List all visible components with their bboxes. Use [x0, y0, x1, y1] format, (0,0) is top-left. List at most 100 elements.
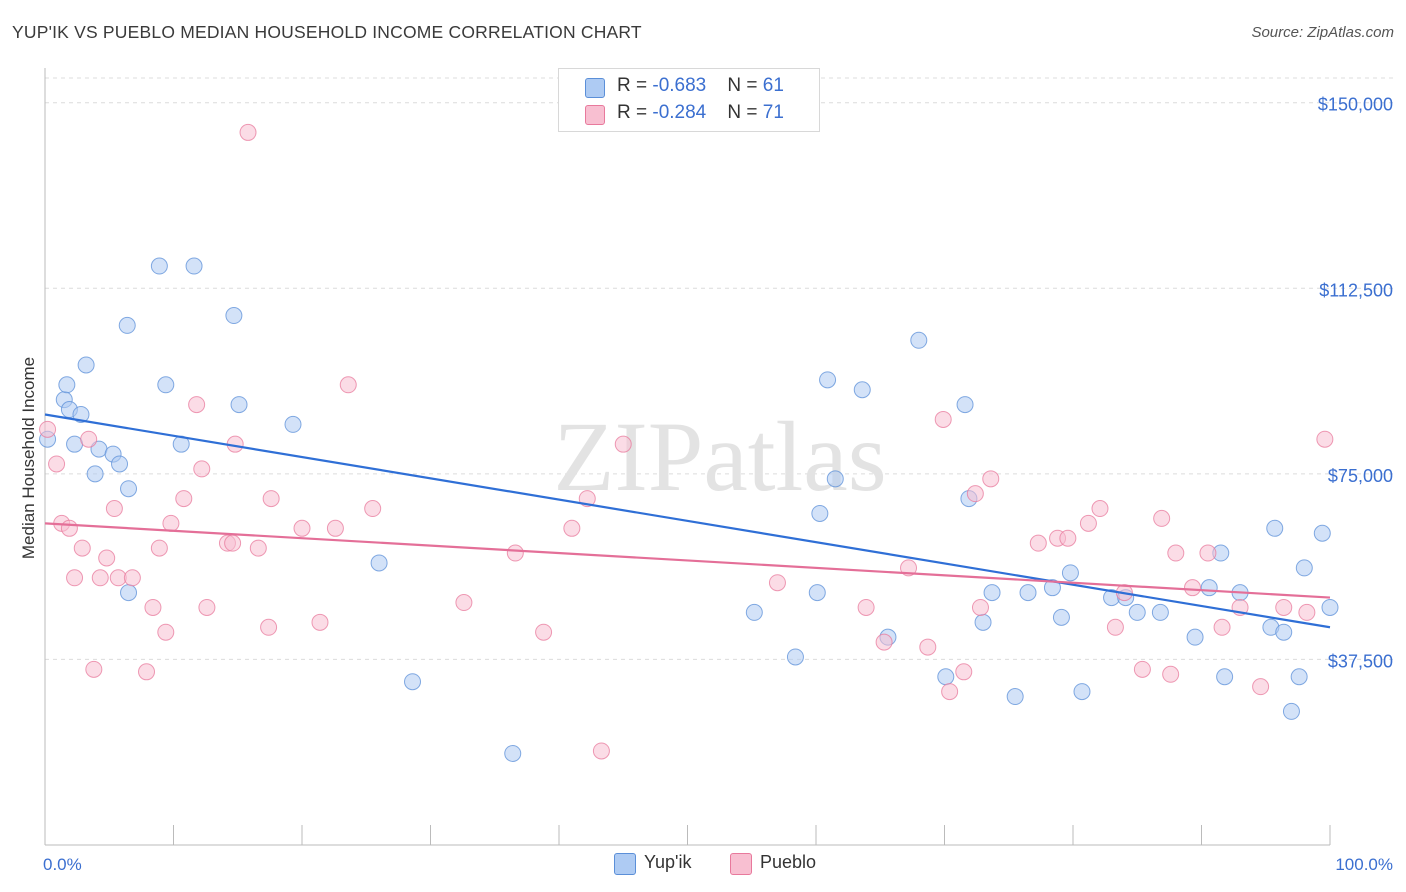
data-point-pueblo — [563, 519, 581, 537]
x-tick-label: 0.0% — [43, 855, 82, 874]
data-point-yupik — [72, 405, 90, 423]
data-point-yupik — [504, 744, 522, 762]
data-point-yupik — [853, 381, 871, 399]
data-point-pueblo — [1106, 618, 1124, 636]
n-label: N = — [727, 102, 763, 123]
data-point-yupik — [811, 504, 829, 522]
legend-swatch-pueblo — [730, 853, 752, 875]
data-point-yupik — [77, 356, 95, 374]
data-point-yupik — [1295, 559, 1313, 577]
data-point-pueblo — [175, 490, 193, 508]
data-point-pueblo — [138, 663, 156, 681]
data-point-pueblo — [592, 742, 610, 760]
data-point-pueblo — [1153, 509, 1171, 527]
data-point-pueblo — [193, 460, 211, 478]
data-point-pueblo — [955, 663, 973, 681]
data-point-yupik — [1282, 702, 1300, 720]
data-point-pueblo — [98, 549, 116, 567]
data-point-pueblo — [919, 638, 937, 656]
data-point-yupik — [1313, 524, 1331, 542]
data-point-yupik — [808, 584, 826, 602]
data-point-yupik — [1275, 623, 1293, 641]
trend-line-yupik — [44, 413, 1331, 629]
data-point-yupik — [974, 613, 992, 631]
n-value-yupik: 61 — [762, 75, 784, 96]
r-value-pueblo: -0.284 — [652, 102, 707, 123]
legend-swatch-yupik — [585, 78, 605, 98]
r-value-yupik: -0.683 — [652, 75, 707, 96]
chart-title: YUP'IK VS PUEBLO MEDIAN HOUSEHOLD INCOME… — [12, 22, 642, 42]
data-point-pueblo — [1079, 514, 1097, 532]
data-point-yupik — [1061, 564, 1079, 582]
data-point-pueblo — [1184, 579, 1202, 597]
data-point-pueblo — [614, 435, 632, 453]
x-tick-label: 100.0% — [1335, 855, 1393, 874]
watermark: ZIPatlas — [553, 401, 886, 512]
data-point-yupik — [118, 316, 136, 334]
trend-lines — [44, 413, 1331, 629]
data-point-yupik — [1019, 584, 1037, 602]
data-point-yupik — [1151, 603, 1169, 621]
data-point-pueblo — [535, 623, 553, 641]
data-point-yupik — [937, 668, 955, 686]
data-point-yupik — [1200, 579, 1218, 597]
data-point-pueblo — [109, 569, 127, 587]
data-point-pueblo — [48, 455, 66, 473]
data-point-pueblo — [875, 633, 893, 651]
data-point-pueblo — [262, 490, 280, 508]
data-point-pueblo — [144, 598, 162, 616]
data-point-pueblo — [506, 544, 524, 562]
data-point-pueblo — [60, 519, 78, 537]
data-point-yupik — [66, 435, 84, 453]
data-point-yupik — [120, 584, 138, 602]
data-point-pueblo — [260, 618, 278, 636]
stats-legend: R = -0.683 N = 61 R = -0.284 N = 71 — [558, 68, 820, 132]
data-point-yupik — [225, 307, 243, 325]
data-point-yupik — [826, 470, 844, 488]
data-point-yupik — [284, 415, 302, 433]
data-point-pueblo — [66, 569, 84, 587]
data-point-yupik — [150, 257, 168, 275]
data-point-yupik — [1043, 579, 1061, 597]
data-point-pueblo — [941, 683, 959, 701]
data-point-yupik — [910, 331, 928, 349]
data-point-yupik — [1321, 598, 1339, 616]
data-point-pueblo — [1275, 598, 1293, 616]
data-point-pueblo — [1199, 544, 1217, 562]
data-point-yupik — [1006, 688, 1024, 706]
data-point-yupik — [1216, 668, 1234, 686]
data-point-yupik — [120, 480, 138, 498]
data-point-pueblo — [293, 519, 311, 537]
data-point-pueblo — [80, 430, 98, 448]
data-point-pueblo — [162, 514, 180, 532]
legend-swatch-pueblo — [585, 105, 605, 125]
series-layer — [39, 123, 1339, 762]
data-point-pueblo — [311, 613, 329, 631]
data-point-pueblo — [1167, 544, 1185, 562]
data-point-pueblo — [455, 594, 473, 612]
r-label: R = — [617, 102, 653, 123]
tick-labels: $37,500 $75,000 $112,500 $150,000 0.0% 100.0% — [43, 95, 1393, 874]
data-point-pueblo — [1059, 529, 1077, 547]
data-point-pueblo — [1316, 430, 1334, 448]
y-tick-label: $112,500 — [1319, 280, 1393, 300]
data-point-yupik — [404, 673, 422, 691]
data-point-pueblo — [900, 559, 918, 577]
legend-swatch-yupik — [614, 853, 636, 875]
data-point-pueblo — [85, 660, 103, 678]
legend-label-yupik: Yup'ik — [644, 852, 692, 872]
data-point-yupik — [819, 371, 837, 389]
data-point-pueblo — [326, 519, 344, 537]
data-point-pueblo — [1213, 618, 1231, 636]
y-axis-label: Median Household Income — [19, 357, 38, 559]
data-point-pueblo — [857, 598, 875, 616]
data-point-pueblo — [150, 539, 168, 557]
data-point-yupik — [185, 257, 203, 275]
y-tick-label: $150,000 — [1318, 95, 1393, 115]
data-point-pueblo — [1029, 534, 1047, 552]
source-note: Source: ZipAtlas.com — [1251, 24, 1394, 41]
data-point-yupik — [86, 465, 104, 483]
data-point-pueblo — [224, 534, 242, 552]
data-point-pueblo — [1162, 665, 1180, 683]
